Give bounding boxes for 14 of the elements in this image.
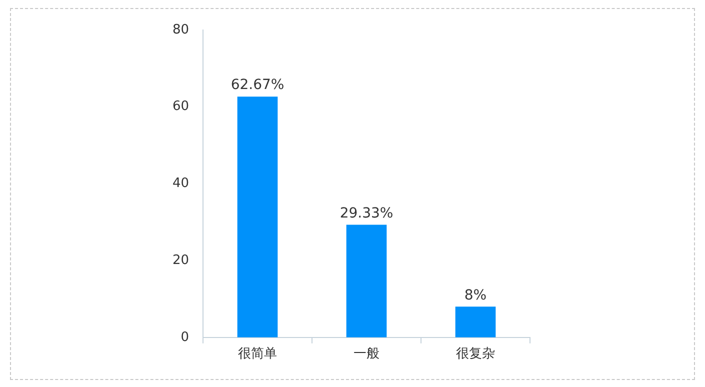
bar <box>455 306 496 338</box>
y-tick-label: 60 <box>172 99 189 114</box>
y-tick-label: 0 <box>180 330 189 345</box>
data-label: 62.67% <box>230 77 284 94</box>
y-tick-label: 20 <box>172 252 189 268</box>
x-tick-label: 很简单 <box>238 346 277 362</box>
data-label: 29.33% <box>340 205 394 222</box>
x-tick-label: 一般 <box>354 346 380 362</box>
data-label: 8% <box>464 287 487 304</box>
y-tick-label: 80 <box>172 22 189 38</box>
y-tick-label: 40 <box>172 176 189 192</box>
bar <box>346 224 387 338</box>
bar <box>237 96 278 338</box>
x-tick-label: 很复杂 <box>456 346 495 362</box>
